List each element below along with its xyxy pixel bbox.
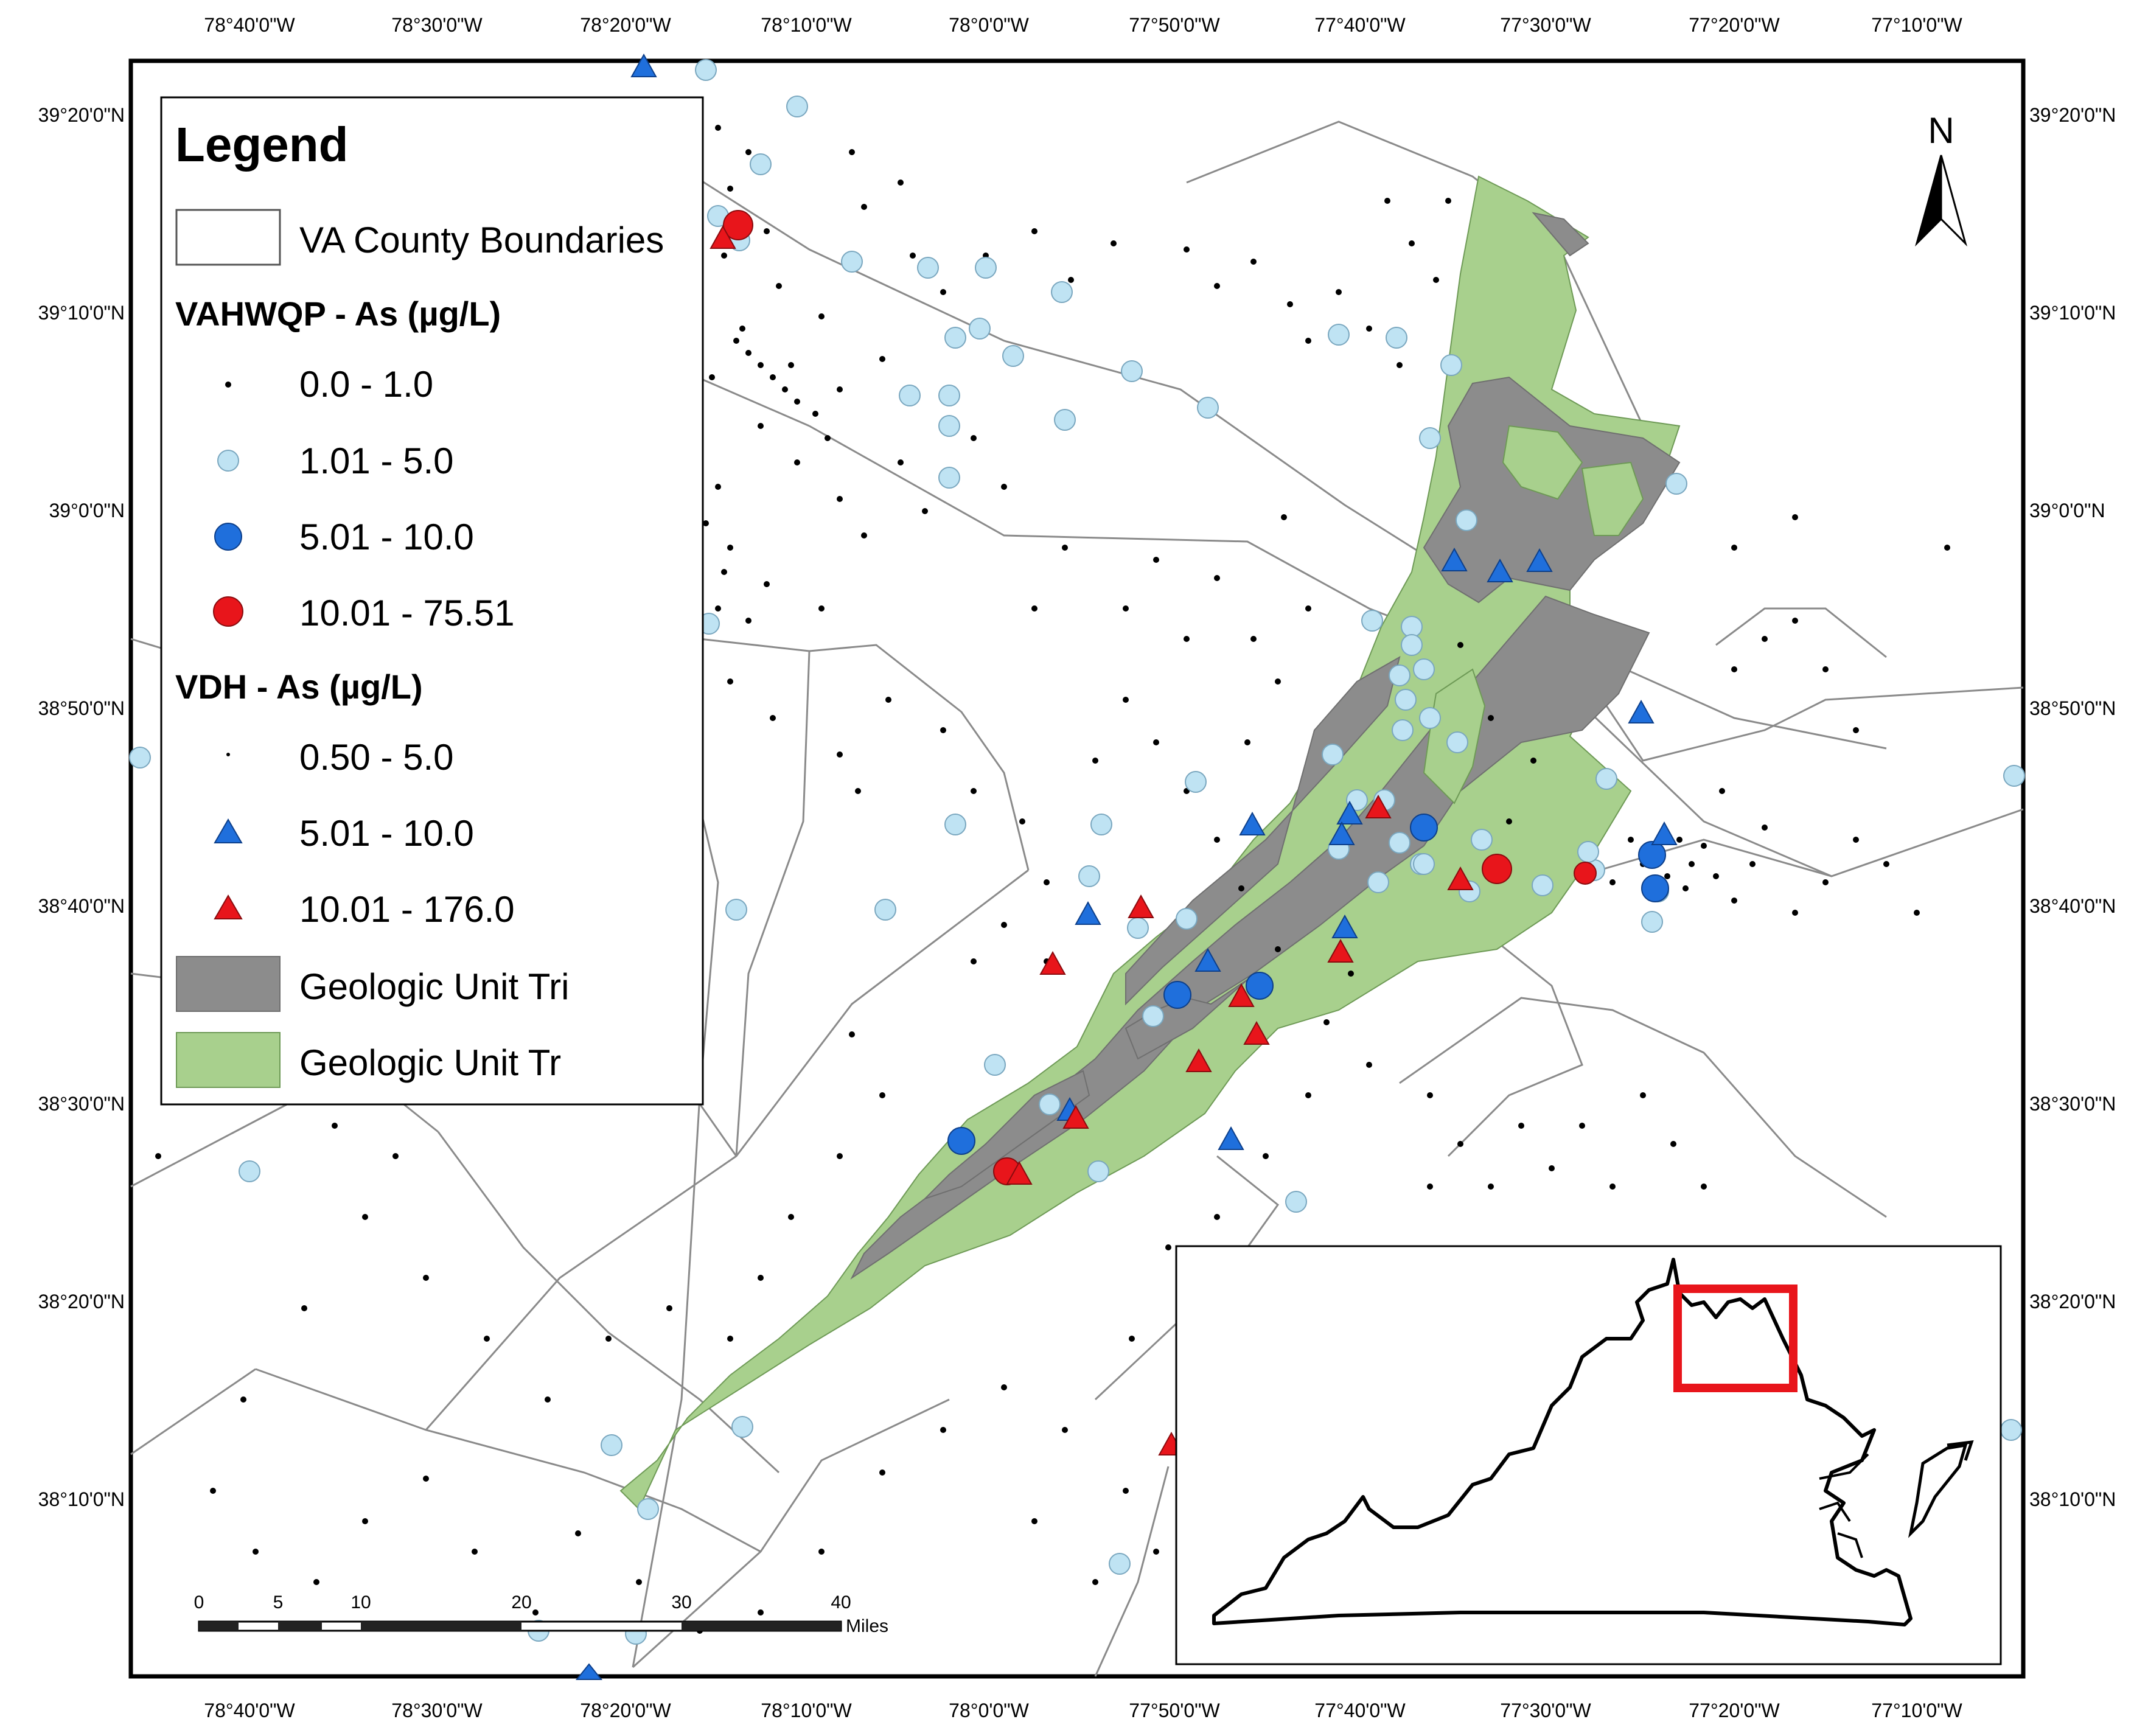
scale-label-30: 30 bbox=[671, 1592, 691, 1612]
vahwqp-lowmid-points bbox=[129, 59, 2025, 1645]
lon-label-bottom: 78°10'0"W bbox=[761, 1699, 852, 1721]
north-arrow-label: N bbox=[1928, 110, 1954, 151]
north-arrow: N bbox=[1915, 110, 1967, 247]
vdh-heading: VDH - As (µg/L) bbox=[175, 668, 423, 706]
lat-label-left: 38°20'0"N bbox=[38, 1291, 125, 1312]
vahwqp-class-4-label: 10.01 - 75.51 bbox=[299, 593, 515, 633]
scale-label-0: 0 bbox=[194, 1592, 204, 1612]
lat-label-right: 38°50'0"N bbox=[2029, 697, 2116, 719]
geo-tr-swatch bbox=[176, 1032, 281, 1088]
vdh-class-1-symbol bbox=[226, 753, 230, 756]
scale-label-20: 20 bbox=[511, 1592, 531, 1612]
lat-label-right: 39°0'0"N bbox=[2029, 500, 2105, 521]
lat-label-right: 38°10'0"N bbox=[2029, 1488, 2116, 1510]
lon-label-top: 77°20'0"W bbox=[1689, 14, 1780, 36]
vdh-class-2-label: 5.01 - 10.0 bbox=[299, 813, 474, 854]
geo-tri-label: Geologic Unit Tri bbox=[299, 966, 570, 1007]
scale-unit: Miles bbox=[846, 1616, 888, 1636]
lat-label-left: 39°0'0"N bbox=[49, 500, 125, 521]
longitude-labels-top: 78°40'0"W 78°30'0"W 78°20'0"W 78°10'0"W … bbox=[204, 14, 1962, 36]
vahwqp-mid-points bbox=[947, 814, 1669, 1155]
county-label: VA County Boundaries bbox=[299, 220, 664, 260]
vahwqp-heading: VAHWQP - As (µg/L) bbox=[175, 295, 501, 333]
lon-label-bottom: 78°40'0"W bbox=[204, 1699, 295, 1721]
legend-title: Legend bbox=[175, 117, 348, 172]
vahwqp-low-dots bbox=[155, 125, 1950, 1634]
lat-label-left: 39°10'0"N bbox=[38, 302, 125, 324]
lon-label-bottom: 78°0'0"W bbox=[949, 1699, 1029, 1721]
lat-label-right: 38°20'0"N bbox=[2029, 1291, 2116, 1312]
vahwqp-class-2-label: 1.01 - 5.0 bbox=[299, 441, 454, 481]
vahwqp-class-1-label: 0.0 - 1.0 bbox=[299, 364, 433, 405]
lon-label-top: 77°50'0"W bbox=[1129, 14, 1220, 36]
lat-label-left: 39°20'0"N bbox=[38, 104, 125, 126]
vahwqp-class-2-symbol bbox=[217, 450, 239, 472]
scale-bar: 0 5 10 20 30 40 Miles bbox=[194, 1592, 888, 1636]
lon-label-top: 78°20'0"W bbox=[580, 14, 671, 36]
lon-label-bottom: 77°40'0"W bbox=[1314, 1699, 1406, 1721]
geo-tr-label: Geologic Unit Tr bbox=[299, 1042, 561, 1083]
lon-label-bottom: 77°10'0"W bbox=[1871, 1699, 1962, 1721]
geo-tri-swatch bbox=[176, 956, 281, 1012]
lon-label-top: 78°10'0"W bbox=[761, 14, 852, 36]
lon-label-top: 77°30'0"W bbox=[1500, 14, 1591, 36]
lat-label-left: 38°30'0"N bbox=[38, 1093, 125, 1115]
lon-label-top: 78°0'0"W bbox=[949, 14, 1029, 36]
lat-label-right: 38°40'0"N bbox=[2029, 895, 2116, 917]
vdh-class-3-symbol bbox=[214, 894, 243, 919]
longitude-labels-bottom: 78°40'0"W 78°30'0"W 78°20'0"W 78°10'0"W … bbox=[204, 1699, 1962, 1721]
virginia-outline bbox=[1212, 1258, 1913, 1626]
scale-label-40: 40 bbox=[831, 1592, 851, 1612]
vdh-mid-points bbox=[575, 53, 1678, 1680]
scale-label-5: 5 bbox=[273, 1592, 284, 1612]
vahwqp-high-points bbox=[723, 210, 1597, 1185]
lon-label-bottom: 77°50'0"W bbox=[1129, 1699, 1220, 1721]
study-area-box bbox=[1673, 1285, 1798, 1392]
lon-label-top: 78°40'0"W bbox=[204, 14, 295, 36]
lat-label-left: 38°40'0"N bbox=[38, 895, 125, 917]
lon-label-bottom: 78°20'0"W bbox=[580, 1699, 671, 1721]
vahwqp-class-1-symbol bbox=[225, 382, 231, 388]
vahwqp-class-4-symbol bbox=[213, 596, 243, 627]
lat-label-right: 39°10'0"N bbox=[2029, 302, 2116, 324]
latitude-labels-right: 39°20'0"N 39°10'0"N 39°0'0"N 38°50'0"N 3… bbox=[2029, 104, 2116, 1510]
legend: Legend VA County Boundaries VAHWQP - As … bbox=[160, 96, 704, 1106]
lat-label-left: 38°50'0"N bbox=[38, 697, 125, 719]
lon-label-bottom: 77°30'0"W bbox=[1500, 1699, 1591, 1721]
vahwqp-class-3-symbol bbox=[214, 523, 242, 551]
lon-label-bottom: 78°30'0"W bbox=[391, 1699, 483, 1721]
lon-label-top: 78°30'0"W bbox=[391, 14, 483, 36]
scale-label-10: 10 bbox=[350, 1592, 371, 1612]
vdh-class-3-label: 10.01 - 176.0 bbox=[299, 889, 515, 930]
latitude-labels-left: 39°20'0"N 39°10'0"N 39°0'0"N 38°50'0"N 3… bbox=[38, 104, 125, 1510]
vahwqp-class-3-label: 5.01 - 10.0 bbox=[299, 517, 474, 557]
vdh-class-1-label: 0.50 - 5.0 bbox=[299, 737, 454, 778]
lon-label-top: 77°40'0"W bbox=[1314, 14, 1406, 36]
vdh-class-2-symbol bbox=[214, 818, 243, 843]
lat-label-left: 38°10'0"N bbox=[38, 1488, 125, 1510]
lat-label-right: 38°30'0"N bbox=[2029, 1093, 2116, 1115]
lon-label-top: 77°10'0"W bbox=[1871, 14, 1962, 36]
vdh-high-points bbox=[710, 225, 1474, 1455]
lat-label-right: 39°20'0"N bbox=[2029, 104, 2116, 126]
lon-label-bottom: 77°20'0"W bbox=[1689, 1699, 1780, 1721]
county-swatch bbox=[175, 209, 281, 266]
inset-locator-map bbox=[1175, 1245, 2002, 1665]
